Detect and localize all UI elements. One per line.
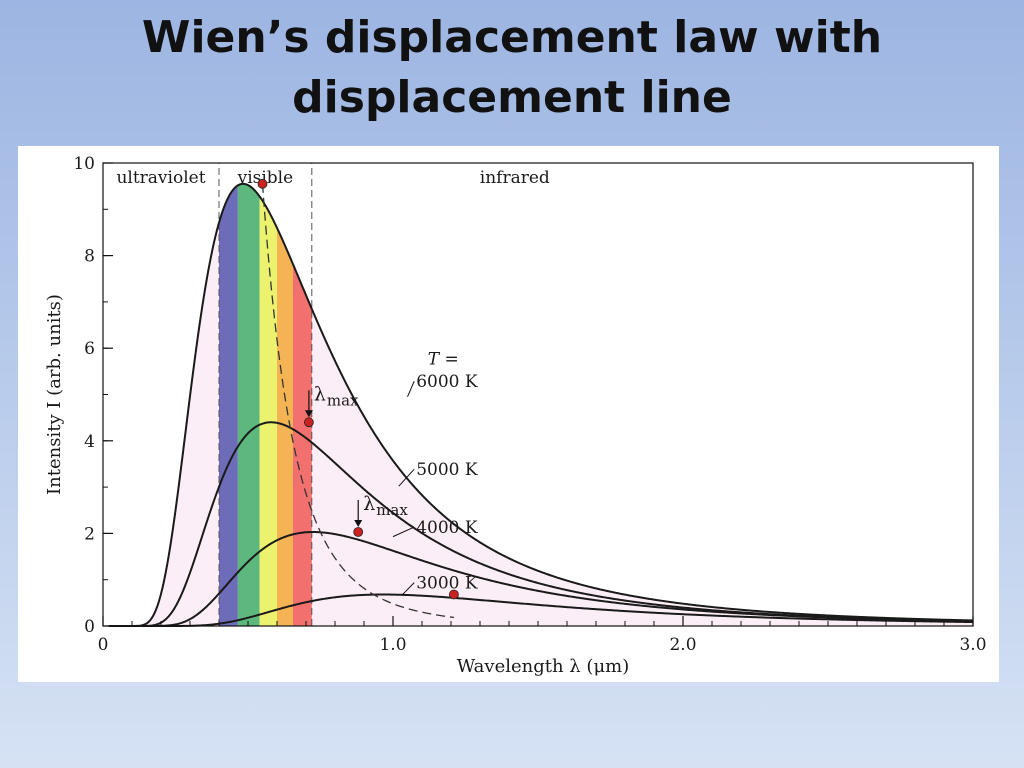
curve-6000k — [108, 182, 974, 627]
slide-title-line-2: displacement line — [292, 72, 732, 123]
displacement-line — [261, 183, 454, 619]
peak-marker-6000k — [257, 178, 268, 189]
leader-line-3000k — [401, 582, 415, 596]
slide-title-line-1: Wien’s displacement law with — [141, 12, 883, 63]
series-label-6000k: 6000 K — [416, 372, 478, 392]
region-label-infrared: infrared — [480, 168, 550, 188]
area-fill-under-curve — [108, 183, 974, 626]
visible-band-4 — [277, 227, 293, 627]
x-axis-label: Wavelength λ (μm) — [457, 656, 630, 677]
series-label-3000k: 3000 K — [416, 574, 478, 594]
leader-line-4000k — [392, 526, 415, 538]
leader-line-5000k — [398, 468, 415, 487]
series-label-4000k: 4000 K — [416, 518, 478, 538]
region-label-ultraviolet: ultraviolet — [116, 168, 205, 188]
leader-line-6000k — [407, 381, 415, 398]
x-tick-label: 3.0 — [959, 635, 986, 655]
y-tick-label: 2 — [84, 524, 95, 544]
lambda-max-arrowhead-2 — [354, 520, 363, 528]
lambda-max-subscript-1: max — [327, 391, 359, 409]
lambda-max-label-1: λ — [314, 383, 326, 405]
y-axis-label: Intensity I (arb. units) — [44, 294, 65, 495]
x-tick-label: 0 — [98, 635, 109, 655]
visible-band-1 — [219, 185, 238, 626]
lambda-max-subscript-2: max — [376, 501, 408, 519]
x-tick-label: 1.0 — [379, 635, 406, 655]
peak-marker-3000k — [448, 589, 459, 600]
temperature-prefix-label: T = — [428, 349, 459, 369]
visible-band-2 — [237, 183, 260, 626]
visible-band-5 — [292, 264, 312, 626]
y-tick-label: 0 — [84, 617, 95, 637]
lambda-max-arrowhead-1 — [304, 410, 313, 418]
chart-panel: ultraviolet visible infrared λ max λ max T = 600… — [18, 146, 999, 682]
lambda-max-label-2: λ — [363, 493, 375, 515]
y-tick-label: 6 — [84, 339, 95, 359]
peak-marker-5000k — [303, 417, 314, 428]
x-tick-label: 2.0 — [669, 635, 696, 655]
y-tick-label: 10 — [73, 154, 95, 174]
peak-marker-4000k — [353, 527, 364, 537]
series-label-5000k: 5000 K — [416, 460, 478, 480]
curve-3000k — [117, 593, 974, 627]
y-tick-label: 4 — [84, 432, 95, 452]
curve-4000k — [117, 531, 974, 627]
region-label-visible: visible — [237, 168, 294, 188]
y-tick-label: 8 — [84, 247, 95, 267]
slide-title: Wien’s displacement law with displacemen… — [0, 8, 1024, 128]
